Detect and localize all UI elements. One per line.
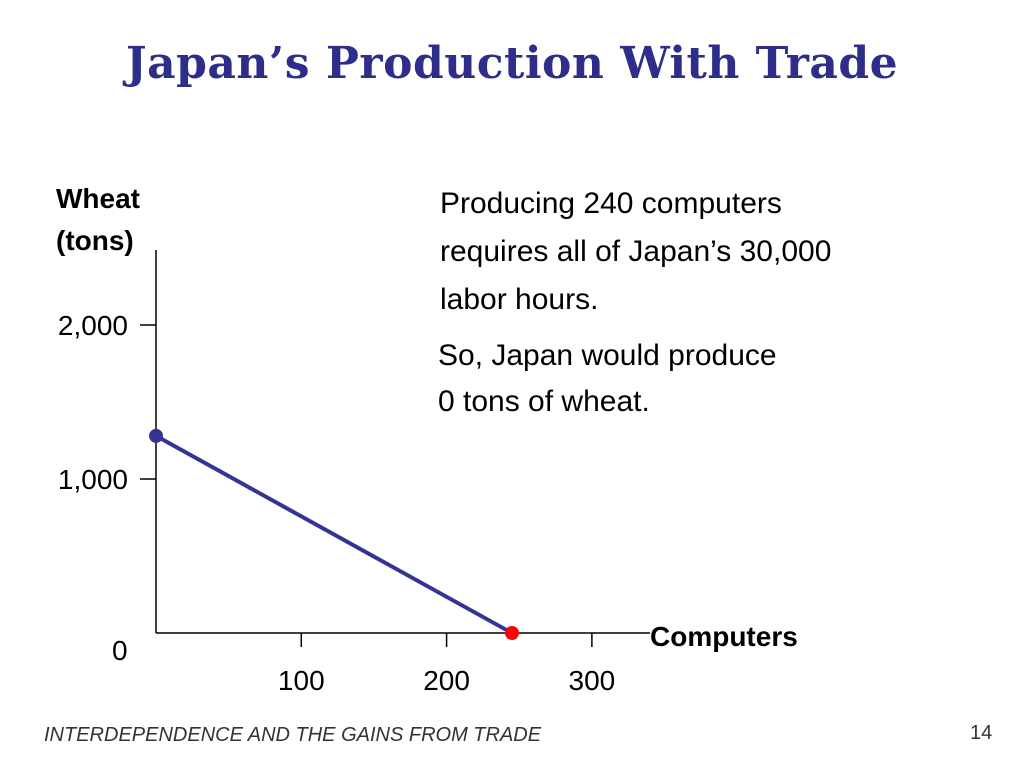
ppf-line xyxy=(154,433,514,635)
annotation-block-1: Producing 240 computers requires all of … xyxy=(440,180,831,324)
annotation-line: Producing 240 computers xyxy=(440,187,782,220)
x-tick-label: 200 xyxy=(423,665,470,696)
x-axis-title: Computers xyxy=(650,621,798,652)
wheat-intercept-point xyxy=(149,428,163,443)
page-number: 14 xyxy=(970,722,993,744)
y-axis-title-line1: Wheat xyxy=(56,183,140,214)
y-tick-label: 2,000 xyxy=(58,310,128,341)
slide-title: Japan’s Production With Trade xyxy=(125,38,899,89)
annotation-line: So, Japan would produce xyxy=(438,339,777,372)
y-tick-label: 1,000 xyxy=(58,464,128,495)
x-tick-label: 100 xyxy=(278,665,325,696)
annotation-line: requires all of Japan’s 30,000 xyxy=(440,235,832,268)
production-point xyxy=(504,626,519,640)
annotation-line: 0 tons of wheat. xyxy=(438,385,650,418)
annotation-block-2: So, Japan would produce 0 tons of wheat. xyxy=(438,333,777,425)
y-axis-title-line2: (tons) xyxy=(56,225,134,256)
footer-text: INTERDEPENDENCE AND THE GAINS FROM TRADE xyxy=(44,724,542,746)
origin-label: 0 xyxy=(112,635,128,666)
annotation-line: labor hours. xyxy=(440,283,599,316)
x-tick-label: 300 xyxy=(569,665,616,696)
